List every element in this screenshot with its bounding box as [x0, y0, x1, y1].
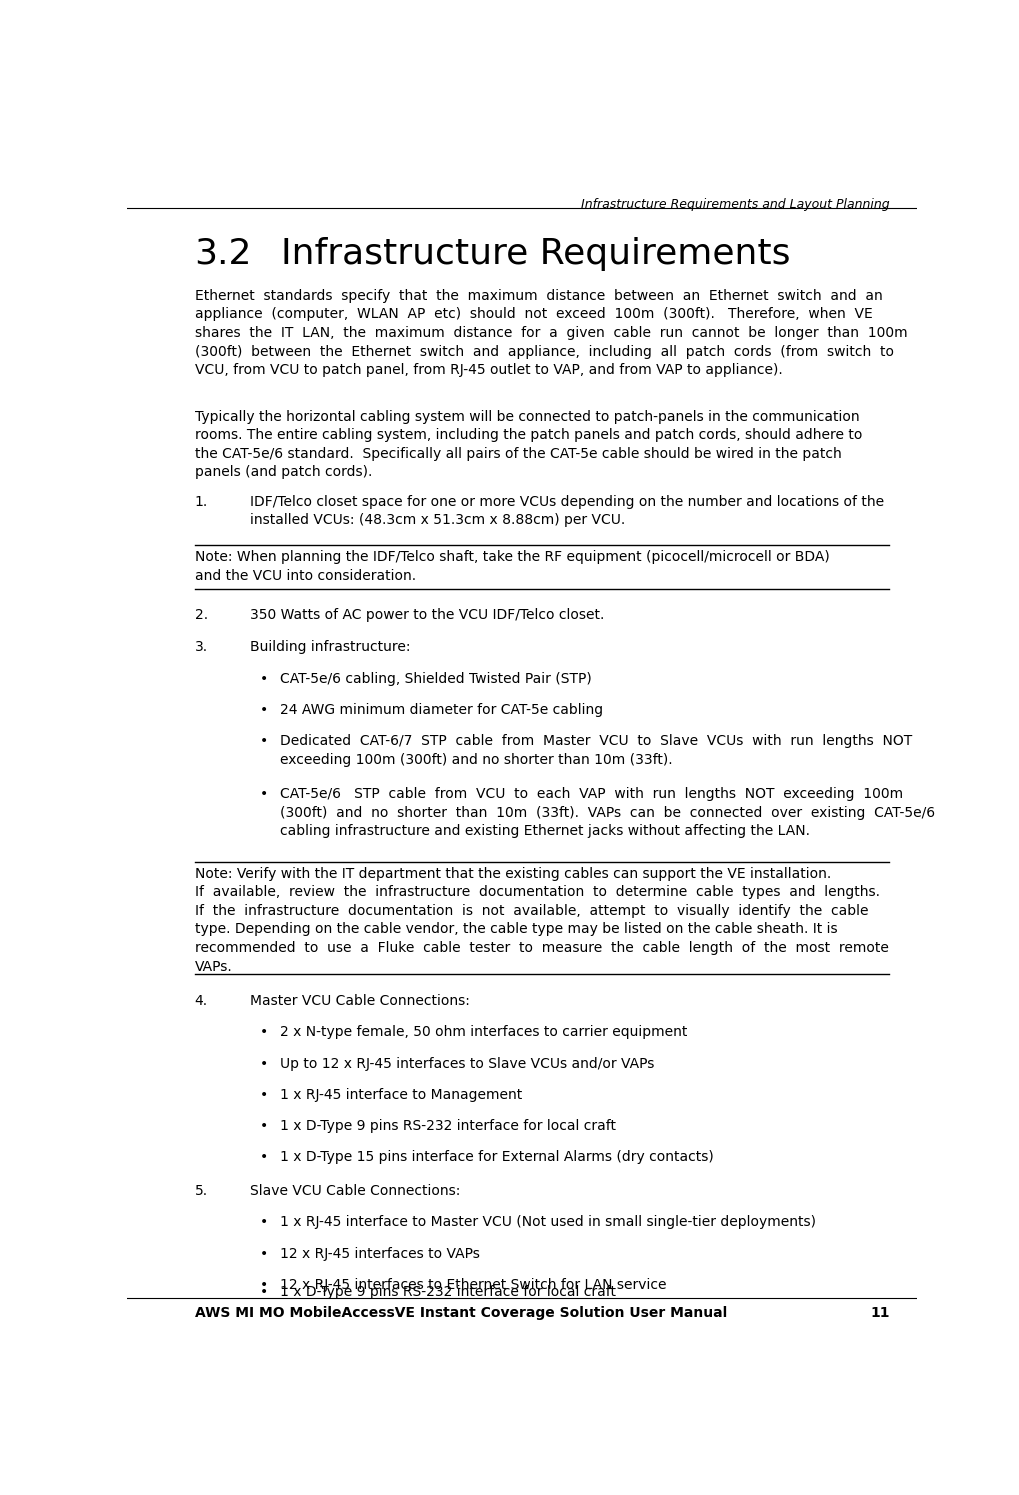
Text: •: •	[260, 1026, 268, 1039]
Text: 1 x RJ-45 interface to Master VCU (Not used in small single-tier deployments): 1 x RJ-45 interface to Master VCU (Not u…	[280, 1215, 816, 1229]
Text: IDF/Telco closet space for one or more VCUs depending on the number and location: IDF/Telco closet space for one or more V…	[250, 495, 883, 528]
Text: 1 x D-Type 15 pins interface for External Alarms (dry contacts): 1 x D-Type 15 pins interface for Externa…	[280, 1150, 713, 1163]
Text: 12 x RJ-45 interfaces to VAPs: 12 x RJ-45 interfaces to VAPs	[280, 1247, 480, 1260]
Text: •: •	[260, 1284, 268, 1299]
Text: 11: 11	[870, 1305, 890, 1320]
Text: 12 x RJ-45 interfaces to Ethernet Switch for LAN service: 12 x RJ-45 interfaces to Ethernet Switch…	[280, 1278, 666, 1292]
Text: 1.: 1.	[195, 495, 208, 508]
Text: 2.: 2.	[195, 607, 208, 622]
Text: •: •	[260, 1057, 268, 1070]
Text: Note: When planning the IDF/Telco shaft, take the RF equipment (picocell/microce: Note: When planning the IDF/Telco shaft,…	[195, 550, 829, 583]
Text: •: •	[260, 1150, 268, 1163]
Text: 4.: 4.	[195, 994, 208, 1009]
Text: Slave VCU Cable Connections:: Slave VCU Cable Connections:	[250, 1184, 461, 1199]
Text: CAT-5e/6 cabling, Shielded Twisted Pair (STP): CAT-5e/6 cabling, Shielded Twisted Pair …	[280, 673, 592, 686]
Text: Infrastructure Requirements: Infrastructure Requirements	[281, 238, 791, 271]
Text: •: •	[260, 1088, 268, 1102]
Text: 1 x D-Type 9 pins RS-232 interface for local craft: 1 x D-Type 9 pins RS-232 interface for l…	[280, 1284, 615, 1299]
Text: •: •	[260, 734, 268, 749]
Text: 2 x N-type female, 50 ohm interfaces to carrier equipment: 2 x N-type female, 50 ohm interfaces to …	[280, 1026, 687, 1039]
Text: Master VCU Cable Connections:: Master VCU Cable Connections:	[250, 994, 470, 1009]
Text: •: •	[260, 788, 268, 801]
Text: Infrastructure Requirements and Layout Planning: Infrastructure Requirements and Layout P…	[581, 197, 890, 211]
Text: 350 Watts of AC power to the VCU IDF/Telco closet.: 350 Watts of AC power to the VCU IDF/Tel…	[250, 607, 604, 622]
Text: 24 AWG minimum diameter for CAT-5e cabling: 24 AWG minimum diameter for CAT-5e cabli…	[280, 703, 603, 718]
Text: CAT-5e/6   STP  cable  from  VCU  to  each  VAP  with  run  lengths  NOT  exceed: CAT-5e/6 STP cable from VCU to each VAP …	[280, 788, 934, 839]
Text: Typically the horizontal cabling system will be connected to patch-panels in the: Typically the horizontal cabling system …	[195, 410, 862, 480]
Text: AWS MI MO MobileAccessVE Instant Coverage Solution User Manual: AWS MI MO MobileAccessVE Instant Coverag…	[195, 1305, 727, 1320]
Text: •: •	[260, 673, 268, 686]
Text: •: •	[260, 1215, 268, 1229]
Text: •: •	[260, 1118, 268, 1133]
Text: 5.: 5.	[195, 1184, 208, 1199]
Text: •: •	[260, 1247, 268, 1260]
Text: 3.2: 3.2	[195, 238, 252, 271]
Text: Building infrastructure:: Building infrastructure:	[250, 640, 411, 653]
Text: Ethernet  standards  specify  that  the  maximum  distance  between  an  Etherne: Ethernet standards specify that the maxi…	[195, 289, 907, 377]
Text: 3.: 3.	[195, 640, 208, 653]
Text: Up to 12 x RJ-45 interfaces to Slave VCUs and/or VAPs: Up to 12 x RJ-45 interfaces to Slave VCU…	[280, 1057, 654, 1070]
Text: 1 x D-Type 9 pins RS-232 interface for local craft: 1 x D-Type 9 pins RS-232 interface for l…	[280, 1118, 615, 1133]
Text: •: •	[260, 1278, 268, 1292]
Text: •: •	[260, 703, 268, 718]
Text: Note: Verify with the IT department that the existing cables can support the VE : Note: Verify with the IT department that…	[195, 867, 889, 973]
Text: Dedicated  CAT-6/7  STP  cable  from  Master  VCU  to  Slave  VCUs  with  run  l: Dedicated CAT-6/7 STP cable from Master …	[280, 734, 912, 767]
Text: 1 x RJ-45 interface to Management: 1 x RJ-45 interface to Management	[280, 1088, 522, 1102]
